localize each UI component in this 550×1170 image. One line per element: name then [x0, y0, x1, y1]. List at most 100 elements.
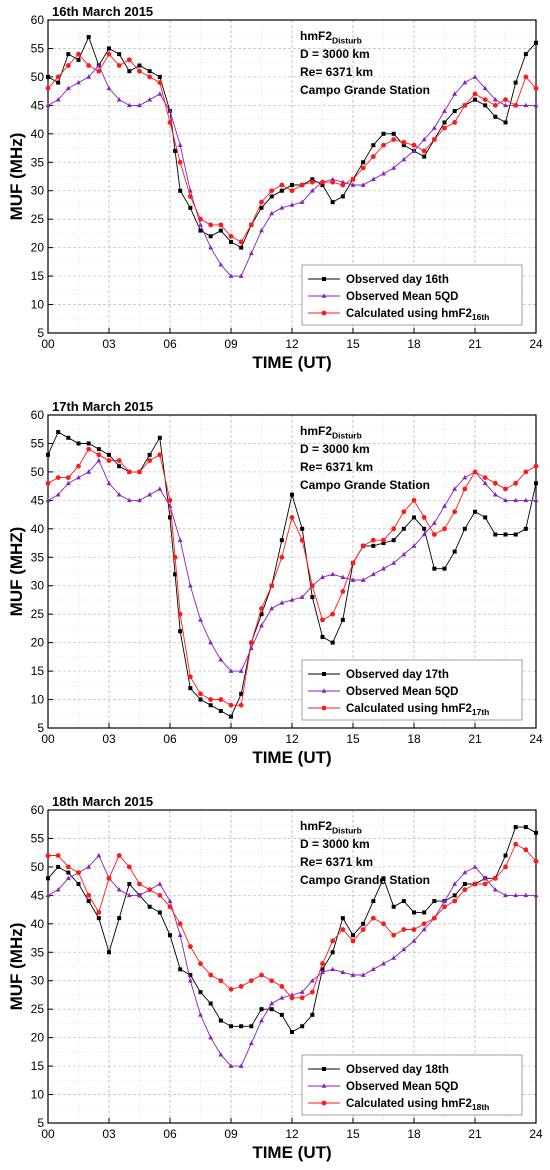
data-point	[86, 35, 91, 40]
data-point	[208, 1035, 214, 1040]
x-axis-label: TIME (UT)	[252, 1143, 331, 1162]
legend-box	[301, 659, 523, 721]
data-point	[86, 469, 92, 474]
data-point	[320, 574, 325, 579]
data-point	[492, 875, 498, 881]
legend-marker	[322, 277, 326, 281]
data-point	[76, 475, 81, 480]
y-tick-label: 20	[31, 1031, 45, 1045]
y-tick-label: 25	[31, 607, 45, 621]
x-tick-label: 03	[102, 732, 116, 746]
series-3	[45, 446, 539, 708]
data-point	[167, 904, 173, 910]
data-point	[493, 114, 498, 119]
data-point	[513, 825, 518, 830]
data-point	[290, 183, 294, 188]
data-point	[381, 921, 386, 927]
data-point	[46, 876, 50, 881]
data-point	[259, 606, 264, 611]
data-point	[421, 921, 427, 927]
data-point	[452, 549, 457, 554]
data-point	[96, 68, 102, 74]
data-point	[533, 858, 539, 864]
data-point	[340, 182, 346, 188]
data-point	[289, 992, 295, 997]
data-point	[177, 142, 183, 147]
data-point	[472, 469, 478, 475]
data-point	[452, 109, 457, 114]
x-tick-label: 12	[285, 337, 299, 351]
data-point	[360, 182, 366, 187]
data-point	[269, 1007, 274, 1012]
data-point	[177, 159, 183, 165]
y-axis-label: MUF (MHz)	[7, 133, 26, 221]
data-point	[137, 881, 142, 887]
data-point	[391, 932, 397, 938]
data-point	[259, 205, 264, 210]
data-point	[290, 1029, 294, 1034]
data-point	[310, 595, 315, 600]
data-point	[422, 910, 427, 915]
data-point	[360, 927, 366, 932]
data-point	[381, 566, 386, 571]
data-point	[177, 921, 183, 927]
annotation-line-1: hmF2Disturb	[300, 819, 362, 836]
data-point	[340, 179, 346, 184]
data-point	[45, 85, 51, 91]
data-point	[421, 136, 427, 142]
data-point	[401, 946, 407, 952]
data-point	[172, 554, 178, 560]
data-point	[229, 714, 233, 719]
data-point	[147, 452, 152, 457]
x-tick-label: 03	[102, 1127, 116, 1141]
data-point	[421, 148, 427, 154]
data-point	[472, 74, 478, 79]
data-point	[462, 870, 468, 875]
data-point	[269, 583, 275, 589]
legend-marker	[322, 1067, 326, 1071]
data-point	[340, 927, 346, 932]
data-point	[310, 1012, 315, 1017]
data-point	[381, 131, 386, 136]
data-point	[238, 239, 244, 245]
data-point	[96, 852, 102, 858]
data-point	[300, 526, 305, 531]
data-point	[147, 492, 153, 497]
data-point	[330, 200, 335, 205]
data-point	[452, 881, 458, 886]
y-tick-label: 30	[31, 974, 45, 988]
data-point	[86, 864, 92, 869]
data-point	[147, 458, 153, 463]
data-point	[472, 91, 478, 97]
data-point	[56, 80, 61, 85]
data-point	[340, 194, 345, 199]
data-point	[279, 995, 285, 1000]
data-point	[523, 847, 529, 853]
legend-label: Calculated using hmF216th	[346, 308, 489, 322]
data-point	[503, 853, 508, 858]
data-point	[340, 916, 345, 921]
data-point	[412, 910, 416, 915]
x-tick-label: 21	[468, 1127, 482, 1141]
data-point	[157, 910, 162, 915]
data-point	[330, 966, 336, 972]
data-point	[370, 915, 376, 921]
data-point	[106, 480, 112, 486]
data-point	[513, 480, 519, 486]
data-point	[86, 446, 92, 452]
data-point	[208, 222, 214, 228]
chart-panel-16th: 16th March 2015 00 03 06 09 12 15 18 21 24 5 10 15 20…	[0, 0, 550, 380]
data-point	[482, 97, 488, 103]
data-point	[503, 120, 508, 125]
data-point	[198, 990, 203, 995]
data-point	[259, 612, 264, 617]
data-point	[503, 102, 508, 108]
legend-marker	[321, 705, 327, 711]
data-point	[279, 554, 285, 560]
data-point	[228, 233, 234, 239]
data-point	[289, 188, 295, 194]
x-tick-label: 15	[346, 1127, 360, 1141]
data-point	[401, 526, 406, 531]
x-axis-label: TIME (UT)	[252, 748, 331, 767]
